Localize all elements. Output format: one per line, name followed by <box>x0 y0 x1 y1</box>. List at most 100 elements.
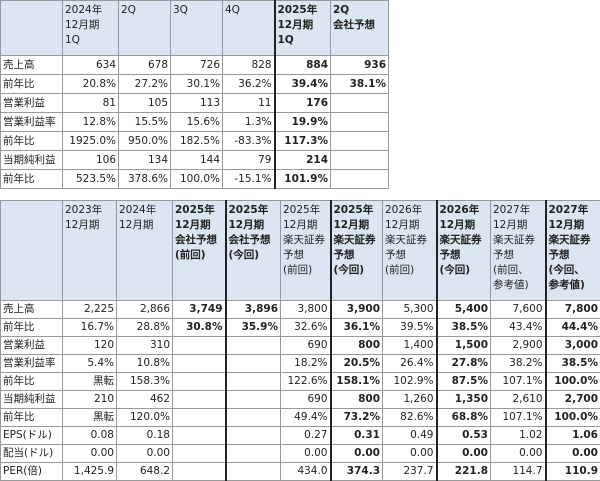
cell: 12.8% <box>63 113 119 132</box>
cell: 800 <box>331 391 383 409</box>
cell: 3,749 <box>173 301 226 319</box>
header-line: 参考値) <box>493 278 543 293</box>
cell: 374.3 <box>331 463 383 481</box>
cell: 678 <box>119 56 171 75</box>
cell: 102.9% <box>383 373 437 391</box>
cell: 38.5% <box>437 319 491 337</box>
header-line: 12月期 <box>549 218 599 233</box>
cell: 1.02 <box>491 427 546 445</box>
header-line: 12月期 <box>65 218 114 233</box>
cell: 182.5% <box>171 132 223 151</box>
header-line: 予想 <box>440 248 489 263</box>
cell <box>173 409 226 427</box>
cell: 15.6% <box>171 113 223 132</box>
header-line: 2026年 <box>440 203 489 218</box>
cell: 176 <box>275 94 331 113</box>
header-line: 3Q <box>173 3 220 18</box>
row-label: 前年比 <box>1 319 63 337</box>
header-line: (今回、 <box>549 263 599 278</box>
header-line: 12月期 <box>175 218 223 233</box>
cell: 648.2 <box>117 463 173 481</box>
cell: 28.8% <box>117 319 173 337</box>
row-label: PER(倍) <box>1 463 63 481</box>
cell: 105 <box>119 94 171 113</box>
cell: 1,500 <box>437 337 491 355</box>
cell: 634 <box>63 56 119 75</box>
cell <box>331 151 389 170</box>
cell: 18.2% <box>281 355 331 373</box>
header-line: 1Q <box>65 33 116 48</box>
header-line: 12月期 <box>334 218 381 233</box>
cell: 378.6% <box>119 170 171 189</box>
header-line: 楽天証券 <box>549 233 599 248</box>
cell: 122.6% <box>281 373 331 391</box>
cell <box>331 113 389 132</box>
header-line: 2025年 <box>334 203 381 218</box>
cell: 11 <box>223 94 275 113</box>
cell <box>226 355 281 373</box>
cell: 79 <box>223 151 275 170</box>
cell <box>226 445 281 463</box>
cell: 120.0% <box>117 409 173 427</box>
header-line: 会社予想 <box>175 233 223 248</box>
cell: 2,610 <box>491 391 546 409</box>
header-line: 12月期 <box>65 18 116 33</box>
cell: 2,700 <box>546 391 600 409</box>
cell <box>173 337 226 355</box>
cell: 30.8% <box>173 319 226 337</box>
header-line: (今回) <box>229 248 279 263</box>
header-line: 1Q <box>278 33 329 48</box>
cell: 0.08 <box>63 427 117 445</box>
cell: 0.53 <box>437 427 491 445</box>
header-cell: 3Q <box>171 1 223 56</box>
cell: 158.3% <box>117 373 173 391</box>
cell: 2,866 <box>117 301 173 319</box>
header-line: 予想 <box>549 248 599 263</box>
cell: 0.00 <box>331 445 383 463</box>
cell: 5,400 <box>437 301 491 319</box>
cell: 107.1% <box>491 409 546 427</box>
header-line: 2024年 <box>65 3 116 18</box>
cell: 87.5% <box>437 373 491 391</box>
cell: 38.2% <box>491 355 546 373</box>
cell: 110.9 <box>546 463 600 481</box>
cell: 690 <box>281 337 331 355</box>
header-line: (前回) <box>283 263 328 278</box>
header-cell <box>1 1 63 56</box>
cell: 39.4% <box>275 75 331 94</box>
row-label: 当期純利益 <box>1 151 63 170</box>
cell: 10.8% <box>117 355 173 373</box>
cell <box>331 132 389 151</box>
cell: 7,800 <box>546 301 600 319</box>
cell: 73.2% <box>331 409 383 427</box>
cell: 158.1% <box>331 373 383 391</box>
header-line: 12月期 <box>493 218 543 233</box>
cell: 35.9% <box>226 319 281 337</box>
header-line: 楽天証券 <box>334 233 381 248</box>
cell: 26.4% <box>383 355 437 373</box>
cell: 1.3% <box>223 113 275 132</box>
cell: 1.06 <box>546 427 600 445</box>
header-line: 2027年 <box>549 203 599 218</box>
cell: 27.2% <box>119 75 171 94</box>
cell <box>226 463 281 481</box>
cell: 39.5% <box>383 319 437 337</box>
cell <box>226 409 281 427</box>
cell: 27.8% <box>437 355 491 373</box>
row-label: 売上高 <box>1 301 63 319</box>
cell: 0.49 <box>383 427 437 445</box>
header-cell <box>1 201 63 301</box>
cell: 7,600 <box>491 301 546 319</box>
cell: 5.4% <box>63 355 117 373</box>
